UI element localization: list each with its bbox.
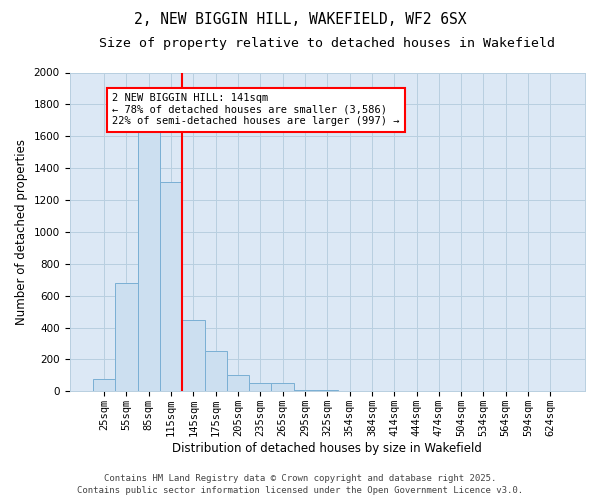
Text: 2, NEW BIGGIN HILL, WAKEFIELD, WF2 6SX: 2, NEW BIGGIN HILL, WAKEFIELD, WF2 6SX — [134, 12, 466, 28]
Bar — [182, 320, 205, 392]
Bar — [316, 390, 338, 392]
Y-axis label: Number of detached properties: Number of detached properties — [15, 139, 28, 325]
Text: Contains HM Land Registry data © Crown copyright and database right 2025.
Contai: Contains HM Land Registry data © Crown c… — [77, 474, 523, 495]
Bar — [160, 182, 182, 392]
Bar — [93, 380, 115, 392]
Bar — [294, 390, 316, 392]
X-axis label: Distribution of detached houses by size in Wakefield: Distribution of detached houses by size … — [172, 442, 482, 455]
Bar — [361, 390, 383, 392]
Text: 2 NEW BIGGIN HILL: 141sqm
← 78% of detached houses are smaller (3,586)
22% of se: 2 NEW BIGGIN HILL: 141sqm ← 78% of detac… — [112, 93, 400, 126]
Bar — [271, 382, 294, 392]
Bar — [137, 128, 160, 392]
Bar — [227, 376, 249, 392]
Bar — [115, 283, 137, 392]
Title: Size of property relative to detached houses in Wakefield: Size of property relative to detached ho… — [99, 38, 555, 51]
Bar — [205, 350, 227, 392]
Bar — [249, 382, 271, 392]
Bar — [338, 390, 361, 392]
